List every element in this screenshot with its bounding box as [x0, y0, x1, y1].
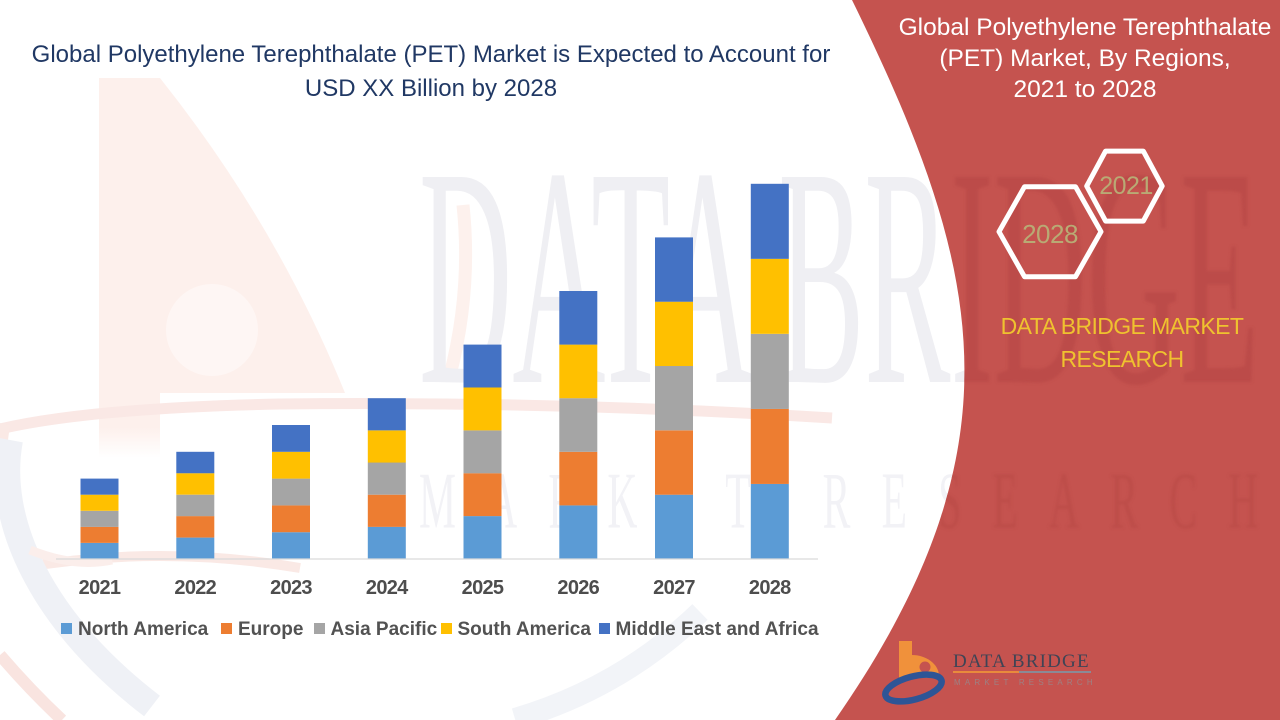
svg-text:MARKET RESEARCH: MARKET RESEARCH [954, 678, 1097, 687]
svg-text:DATA BRIDGE: DATA BRIDGE [419, 103, 1259, 450]
svg-text:MARKET RESEARCH: MARKET RESEARCH [419, 456, 1280, 545]
svg-text:DATA BRIDGE: DATA BRIDGE [953, 651, 1090, 672]
